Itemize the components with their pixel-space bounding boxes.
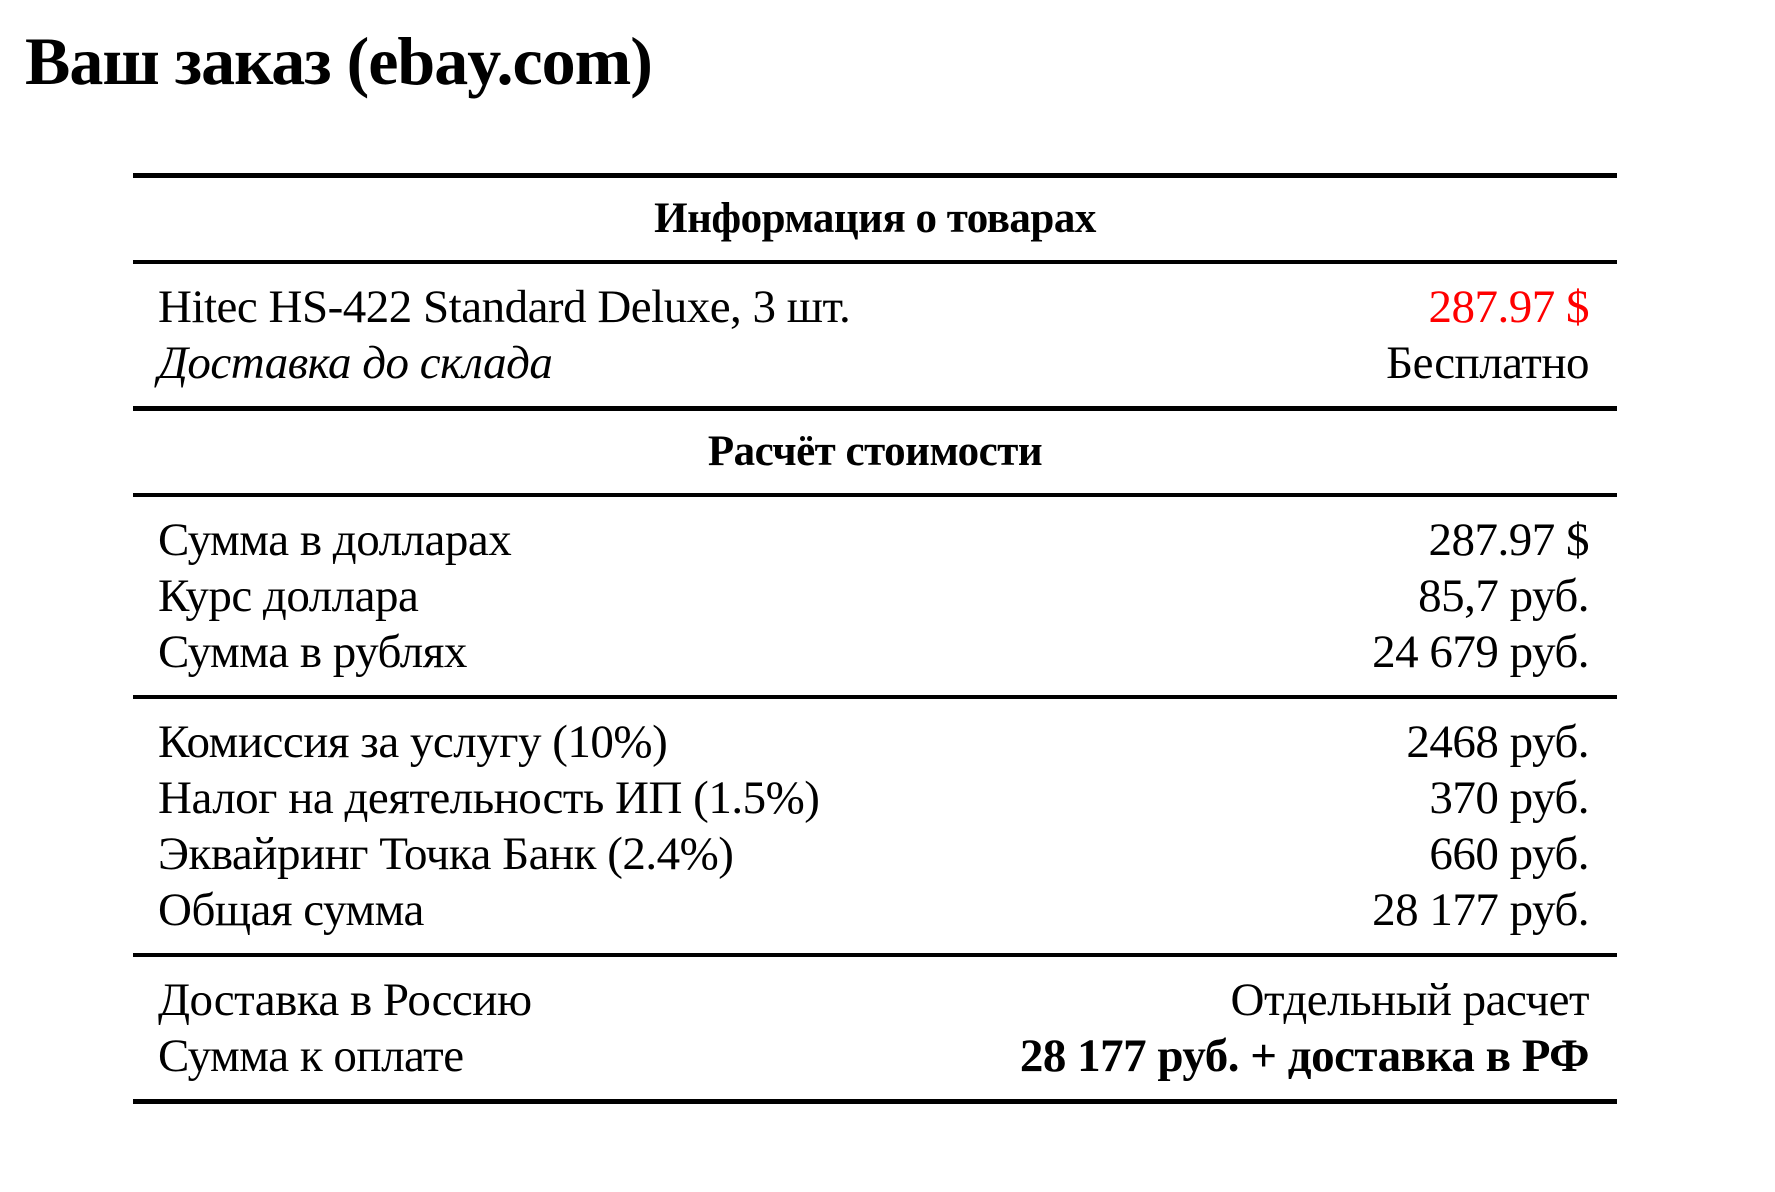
table-row-usd-sum: Сумма в долларах 287.97 $ [133, 512, 1617, 568]
warehouse-shipping-value: Бесплатно [1386, 337, 1589, 389]
fees-group: Комиссия за услугу (10%) 2468 руб. Налог… [133, 699, 1617, 953]
total-sum-label: Общая сумма [158, 884, 424, 936]
order-summary-table: Информация о товарах Hitec HS-422 Standa… [133, 173, 1617, 1104]
page-title: Ваш заказ (ebay.com) [25, 23, 653, 99]
acquiring-value: 660 руб. [1429, 828, 1589, 880]
products-group: Hitec HS-422 Standard Deluxe, 3 шт. 287.… [133, 264, 1617, 406]
amount-due-label: Сумма к оплате [158, 1030, 464, 1082]
commission-value: 2468 руб. [1406, 716, 1589, 768]
total-sum-value: 28 177 руб. [1372, 884, 1589, 936]
product-name: Hitec HS-422 Standard Deluxe, 3 шт. [158, 281, 851, 333]
table-row-acquiring: Эквайринг Точка Банк (2.4%) 660 руб. [133, 826, 1617, 882]
table-row-rub-sum: Сумма в рублях 24 679 руб. [133, 624, 1617, 680]
section-header-products: Информация о товарах [654, 195, 1096, 242]
fees-group-rule [133, 695, 1617, 699]
table-row-russia-shipping: Доставка в Россию Отдельный расчет [133, 972, 1617, 1028]
table-row-exchange-rate: Курс доллара 85,7 руб. [133, 568, 1617, 624]
table-row-tax: Налог на деятельность ИП (1.5%) 370 руб. [133, 770, 1617, 826]
usd-sum-value: 287.97 $ [1428, 514, 1590, 566]
table-row-total-sum: Общая сумма 28 177 руб. [133, 882, 1617, 938]
table-row-amount-due: Сумма к оплате 28 177 руб. + доставка в … [133, 1028, 1617, 1084]
commission-label: Комиссия за услугу (10%) [158, 716, 668, 768]
rub-sum-label: Сумма в рублях [158, 626, 467, 678]
acquiring-label: Эквайринг Точка Банк (2.4%) [158, 828, 734, 880]
table-bottom-rule [133, 1099, 1617, 1104]
product-price-usd: 287.97 $ [1428, 281, 1590, 333]
calc-section-top-rule [133, 406, 1617, 411]
table-top-rule [133, 173, 1617, 178]
table-row-warehouse-shipping: Доставка до склада Бесплатно [133, 335, 1617, 391]
rub-sum-value: 24 679 руб. [1372, 626, 1589, 678]
tax-value: 370 руб. [1429, 772, 1589, 824]
russia-shipping-value: Отдельный расчет [1230, 974, 1590, 1026]
tax-label: Налог на деятельность ИП (1.5%) [158, 772, 820, 824]
usd-sum-label: Сумма в долларах [158, 514, 512, 566]
calc-header-rule [133, 493, 1617, 497]
exchange-rate-value: 85,7 руб. [1418, 570, 1589, 622]
amount-due-value: 28 177 руб. + доставка в РФ [1019, 1030, 1590, 1082]
warehouse-shipping-label: Доставка до склада [158, 337, 553, 389]
conversion-group: Сумма в долларах 287.97 $ Курс доллара 8… [133, 497, 1617, 695]
exchange-rate-label: Курс доллара [158, 570, 419, 622]
products-header-rule [133, 260, 1617, 264]
russia-shipping-label: Доставка в Россию [158, 974, 532, 1026]
table-row-commission: Комиссия за услугу (10%) 2468 руб. [133, 714, 1617, 770]
section-header-calculation: Расчёт стоимости [707, 428, 1043, 475]
totals-group: Доставка в Россию Отдельный расчет Сумма… [133, 957, 1617, 1099]
totals-group-rule [133, 953, 1617, 957]
table-row-product: Hitec HS-422 Standard Deluxe, 3 шт. 287.… [133, 279, 1617, 335]
